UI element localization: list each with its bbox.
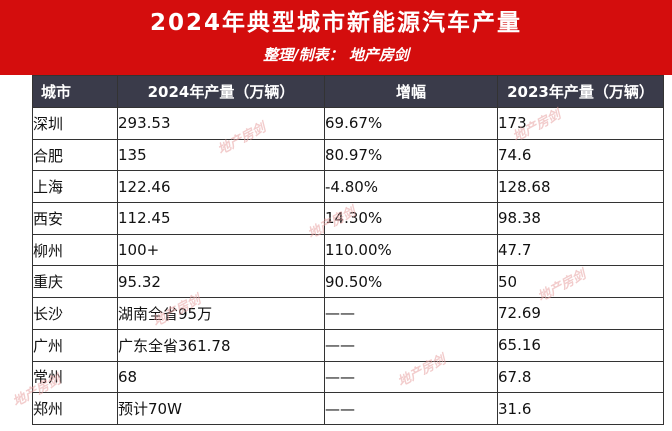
growth-cell: 69.67% [324,107,498,140]
output-2024-cell: 95.32 [117,265,325,299]
table-row: 合肥 135 80.97% 74.6 [32,138,664,172]
growth-cell: —— [324,392,498,425]
table-row: 广州 广东全省361.78 —— 65.16 [32,328,664,362]
output-2024-cell: 广东全省361.78 [117,328,325,362]
table-row: 西安 112.45 14.30% 98.38 [32,202,664,235]
growth-cell: 110.00% [324,233,498,267]
page-title: 2024年典型城市新能源汽车产量 [149,10,522,36]
growth-cell: 80.97% [324,138,498,172]
city-cell: 广州 [32,328,118,362]
output-2023-cell: 128.68 [497,170,664,204]
city-cell: 柳州 [32,233,118,267]
growth-cell: —— [324,328,498,362]
output-2024-cell: 122.46 [117,170,325,204]
table-row: 重庆 95.32 90.50% 50 [32,265,664,299]
output-2023-cell: 72.69 [497,297,664,330]
output-2024-cell: 预计70W [117,392,325,425]
output-2023-cell: 31.6 [497,392,664,425]
output-2024-cell: 68 [117,360,325,394]
table-row: 长沙 湖南全省95万 —— 72.69 [32,297,664,330]
column-header-output-2023: 2023年产量（万辆） [497,75,664,108]
production-table: 城市 2024年产量（万辆） 增幅 2023年产量（万辆） 深圳 293.53 69… [32,75,664,425]
output-2024-cell: 135 [117,138,325,172]
output-2023-cell: 50 [497,265,664,299]
output-2024-cell: 293.53 [117,107,325,140]
output-2023-cell: 173 [497,107,664,140]
table-body: 深圳 293.53 69.67% 173 合肥 135 80.97% 74.6 上海 122.46… [32,107,664,425]
table-row: 柳州 100+ 110.00% 47.7 [32,233,664,267]
table-row: 上海 122.46 -4.80% 128.68 [32,170,664,204]
output-2023-cell: 98.38 [497,202,664,235]
column-header-output-2024: 2024年产量（万辆） [117,75,325,108]
output-2023-cell: 47.7 [497,233,664,267]
city-cell: 长沙 [32,297,118,330]
city-cell: 西安 [32,202,118,235]
column-header-city: 城市 [32,75,118,108]
table-row: 常州 68 —— 67.8 [32,360,664,394]
output-2023-cell: 65.16 [497,328,664,362]
city-cell: 深圳 [32,107,118,140]
page-subtitle: 整理/制表： 地产房剑 [263,46,409,64]
growth-cell: -4.80% [324,170,498,204]
growth-cell: —— [324,297,498,330]
city-cell: 合肥 [32,138,118,172]
growth-cell: 14.30% [324,202,498,235]
city-cell: 重庆 [32,265,118,299]
output-2024-cell: 112.45 [117,202,325,235]
table-row: 郑州 预计70W —— 31.6 [32,392,664,425]
table-header-row: 城市 2024年产量（万辆） 增幅 2023年产量（万辆） [32,75,664,108]
output-2023-cell: 67.8 [497,360,664,394]
growth-cell: 90.50% [324,265,498,299]
city-cell: 郑州 [32,392,118,425]
title-banner: 2024年典型城市新能源汽车产量 整理/制表： 地产房剑 [0,0,672,75]
growth-cell: —— [324,360,498,394]
output-2024-cell: 100+ [117,233,325,267]
city-cell: 常州 [32,360,118,394]
table-row: 深圳 293.53 69.67% 173 [32,107,664,140]
city-cell: 上海 [32,170,118,204]
output-2024-cell: 湖南全省95万 [117,297,325,330]
column-header-growth: 增幅 [324,75,498,108]
output-2023-cell: 74.6 [497,138,664,172]
